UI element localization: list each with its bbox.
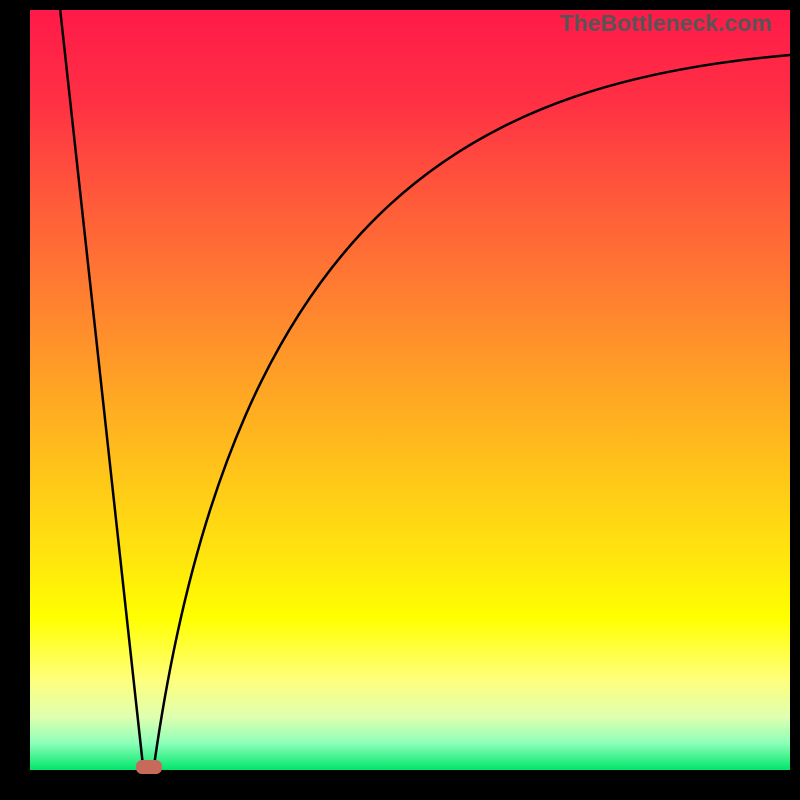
- bottleneck-marker: [136, 760, 162, 774]
- chart-plot-area: [30, 10, 790, 770]
- watermark-label: TheBottleneck.com: [560, 10, 772, 36]
- frame-right: [790, 0, 800, 800]
- watermark-text: TheBottleneck.com: [560, 10, 772, 37]
- frame-top: [0, 0, 800, 10]
- frame-left: [0, 0, 30, 800]
- frame-bottom: [0, 770, 800, 800]
